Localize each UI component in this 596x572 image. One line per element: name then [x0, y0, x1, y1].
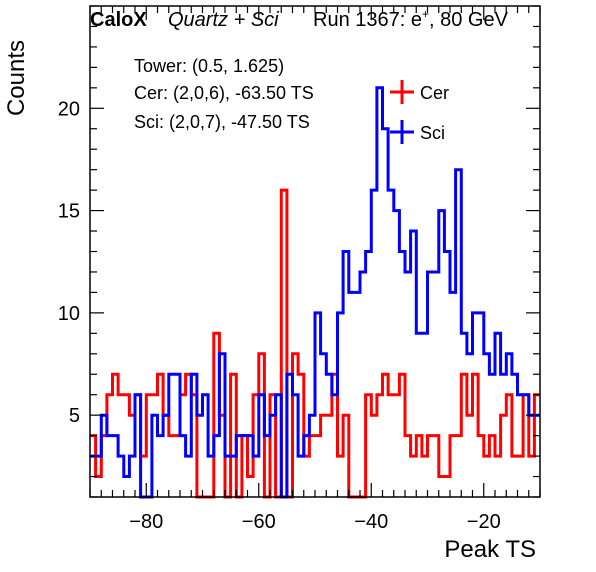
- x-tick-label: −20: [467, 511, 501, 533]
- annotation-tower: Tower: (0.5, 1.625): [134, 56, 284, 76]
- annotation-cer: Cer: (2,0,6), -63.50 TS: [134, 83, 314, 103]
- header-brand: CaloX: [90, 9, 147, 31]
- axes-layer: −80 −60 −40 −20 5 10 15 20: [58, 5, 541, 533]
- header-subtitle: Quartz + Sci: [168, 9, 279, 31]
- x-tick-label: −60: [242, 511, 276, 533]
- legend-label-cer: Cer: [420, 83, 449, 103]
- y-tick-label: 5: [69, 405, 80, 427]
- y-tick-label: 10: [58, 303, 80, 325]
- legend-marker-cer: [390, 80, 414, 104]
- y-axis-label: Counts: [3, 40, 30, 116]
- legend-label-sci: Sci: [420, 123, 445, 143]
- header-energy: , 80 GeV: [429, 9, 509, 31]
- series-line-sci: [90, 86, 540, 499]
- header-run-info: Run 1367: e+, 80 GeV: [313, 7, 509, 31]
- header-run-text: Run 1367: e: [313, 9, 422, 31]
- x-axis-label: Peak TS: [444, 536, 536, 563]
- y-tick-label: 20: [58, 98, 80, 120]
- x-tick-label: −80: [129, 511, 163, 533]
- series-layer: [90, 86, 540, 499]
- header-particle-sup: +: [422, 7, 429, 21]
- x-tick-label: −40: [354, 511, 388, 533]
- legend: Cer Sci: [390, 80, 449, 144]
- annotation-sci: Sci: (2,0,7), -47.50 TS: [134, 112, 310, 132]
- legend-marker-sci: [390, 120, 414, 144]
- y-tick-label: 15: [58, 201, 80, 223]
